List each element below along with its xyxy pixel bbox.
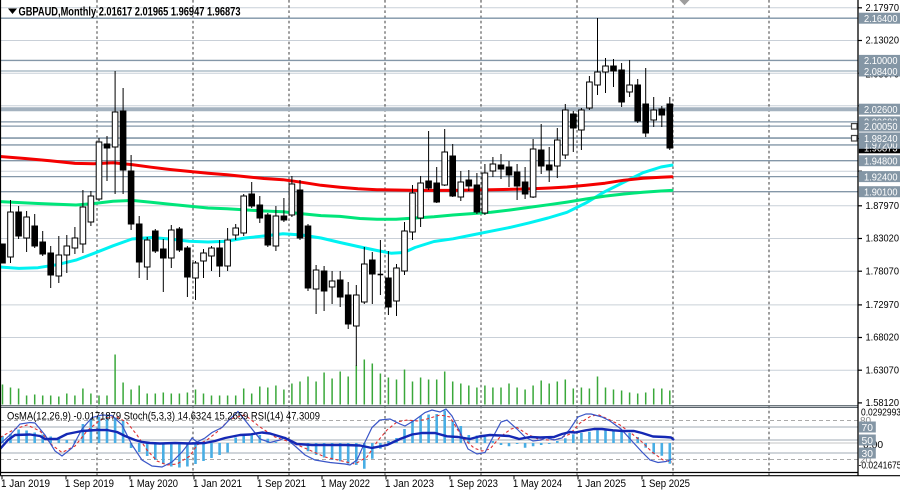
svg-text:0.0292993: 0.0292993 <box>861 408 900 419</box>
svg-text:1.98240: 1.98240 <box>864 134 898 145</box>
svg-text:1.83020: 1.83020 <box>866 234 900 245</box>
svg-text:1 May 2022: 1 May 2022 <box>321 478 370 490</box>
svg-text:2.13020: 2.13020 <box>866 36 900 47</box>
svg-text:1 Sep 2021: 1 Sep 2021 <box>257 478 306 490</box>
svg-text:1.97200: 1.97200 <box>864 140 898 151</box>
svg-text:2.16400: 2.16400 <box>864 14 898 25</box>
svg-text:20: 20 <box>860 455 872 466</box>
svg-text:1.90100: 1.90100 <box>864 188 898 199</box>
svg-text:1.68020: 1.68020 <box>866 333 900 344</box>
svg-text:2.10000: 2.10000 <box>864 56 898 67</box>
svg-text:1 Sep 2019: 1 Sep 2019 <box>65 478 114 490</box>
svg-text:2.00050: 2.00050 <box>864 122 898 133</box>
svg-text:1 Jan 2021: 1 Jan 2021 <box>193 478 242 490</box>
svg-text:2.17970: 2.17970 <box>866 3 900 14</box>
svg-text:1 Jan 2019: 1 Jan 2019 <box>1 478 50 490</box>
svg-text:1 Sep 2025: 1 Sep 2025 <box>641 478 690 490</box>
svg-text:1.94800: 1.94800 <box>864 157 898 168</box>
svg-text:2.02600: 2.02600 <box>864 105 898 116</box>
svg-text:1.63070: 1.63070 <box>866 365 900 376</box>
svg-text:1 Jan 2023: 1 Jan 2023 <box>385 478 434 490</box>
svg-text:1.87970: 1.87970 <box>866 201 900 212</box>
svg-text:1.58120: 1.58120 <box>866 398 900 409</box>
svg-text:1 Jan 2025: 1 Jan 2025 <box>577 478 626 490</box>
svg-text:1.78070: 1.78070 <box>866 266 900 277</box>
svg-text:50: 50 <box>862 436 874 447</box>
svg-text:2.08400: 2.08400 <box>864 67 898 78</box>
svg-text:1 Sep 2023: 1 Sep 2023 <box>449 478 498 490</box>
svg-text:1 May 2020: 1 May 2020 <box>129 478 178 490</box>
svg-text:30: 30 <box>862 449 874 460</box>
svg-text:1 May 2024: 1 May 2024 <box>513 478 562 490</box>
svg-text:70: 70 <box>862 423 874 434</box>
svg-text:1.72970: 1.72970 <box>866 300 900 311</box>
svg-text:OsMA(12,26,9) -0.0171879 Stoc: OsMA(12,26,9) -0.0171879 Stoch(5,3,3) 14… <box>7 411 320 423</box>
svg-text:-0.0241675: -0.0241675 <box>859 460 900 471</box>
svg-text:1.92400: 1.92400 <box>864 172 898 183</box>
svg-text:GBPAUD,Monthly 2.01617 2.0196: GBPAUD,Monthly 2.01617 2.01965 1.96947 1… <box>19 5 241 19</box>
